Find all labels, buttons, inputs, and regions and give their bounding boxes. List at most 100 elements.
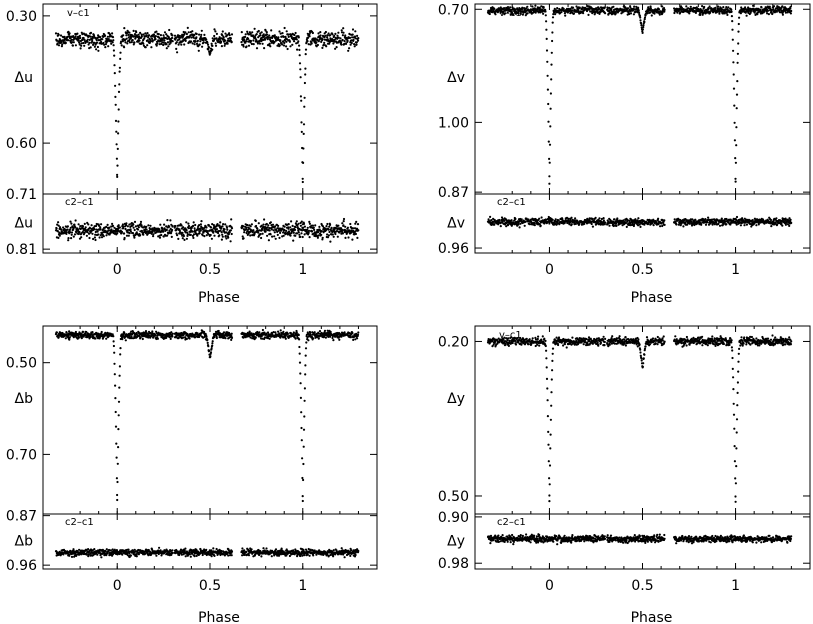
data-point bbox=[55, 227, 58, 230]
data-point bbox=[203, 330, 206, 334]
data-point bbox=[127, 234, 130, 237]
data-point bbox=[714, 6, 717, 9]
data-point bbox=[487, 218, 490, 221]
data-point bbox=[706, 221, 709, 224]
data-point bbox=[78, 43, 81, 46]
data-point bbox=[113, 373, 116, 376]
data-point bbox=[650, 14, 653, 17]
data-point bbox=[56, 230, 59, 233]
data-point bbox=[212, 231, 215, 234]
data-point bbox=[72, 41, 75, 44]
data-point bbox=[771, 12, 774, 15]
data-point bbox=[348, 36, 352, 40]
data-point bbox=[751, 219, 754, 222]
data-point bbox=[548, 161, 551, 164]
data-point bbox=[198, 33, 201, 36]
data-point bbox=[740, 6, 743, 9]
data-point bbox=[163, 223, 166, 226]
data-point bbox=[269, 233, 272, 236]
data-point bbox=[185, 221, 188, 224]
data-point bbox=[550, 78, 553, 81]
data-point bbox=[147, 34, 151, 37]
data-point bbox=[128, 31, 131, 34]
data-point bbox=[211, 37, 214, 40]
data-point bbox=[528, 223, 531, 226]
data-point bbox=[152, 235, 155, 238]
data-point bbox=[160, 42, 163, 46]
data-point bbox=[643, 223, 646, 226]
data-point bbox=[199, 35, 202, 39]
data-point bbox=[291, 224, 294, 227]
data-point bbox=[688, 12, 691, 15]
data-point bbox=[202, 231, 205, 234]
data-point bbox=[330, 226, 333, 229]
data-point bbox=[252, 39, 255, 42]
data-point bbox=[720, 217, 723, 220]
data-point bbox=[208, 53, 211, 56]
data-point bbox=[221, 30, 224, 33]
data-point bbox=[545, 49, 549, 52]
data-point bbox=[342, 27, 345, 30]
data-point bbox=[116, 498, 119, 502]
data-point bbox=[343, 40, 346, 43]
data-point bbox=[554, 13, 557, 16]
data-point bbox=[102, 41, 105, 45]
data-point bbox=[334, 232, 337, 236]
data-point bbox=[503, 223, 507, 226]
data-point bbox=[213, 28, 216, 31]
data-point bbox=[735, 144, 738, 147]
data-point bbox=[211, 344, 214, 347]
data-point bbox=[116, 147, 119, 150]
data-point bbox=[112, 44, 115, 47]
data-point bbox=[125, 234, 129, 237]
data-point bbox=[116, 232, 119, 235]
data-point bbox=[218, 224, 221, 227]
data-point bbox=[160, 233, 163, 237]
data-point bbox=[125, 34, 128, 37]
data-point bbox=[494, 13, 497, 16]
data-point bbox=[351, 36, 354, 39]
data-point bbox=[139, 220, 143, 223]
data-point bbox=[189, 233, 192, 236]
data-point bbox=[684, 221, 687, 224]
data-point bbox=[273, 231, 276, 234]
data-point bbox=[129, 228, 132, 231]
data-point bbox=[292, 239, 295, 242]
data-point bbox=[674, 220, 677, 223]
data-point bbox=[248, 31, 251, 34]
data-point bbox=[210, 42, 213, 45]
data-point bbox=[206, 341, 209, 344]
data-point bbox=[770, 225, 773, 228]
data-point bbox=[291, 43, 294, 46]
data-point bbox=[57, 224, 60, 227]
panel-annotation: v–c1 bbox=[67, 8, 90, 19]
data-point bbox=[132, 226, 135, 229]
data-point bbox=[521, 13, 525, 16]
data-point bbox=[304, 354, 307, 357]
data-point bbox=[211, 48, 214, 51]
data-point bbox=[323, 41, 326, 45]
data-point bbox=[346, 39, 349, 43]
data-point bbox=[206, 43, 210, 46]
data-point bbox=[133, 228, 136, 232]
data-point bbox=[175, 41, 178, 44]
data-point bbox=[224, 234, 227, 238]
data-point bbox=[179, 36, 182, 39]
data-point bbox=[311, 31, 314, 35]
data-point bbox=[312, 337, 315, 340]
data-point bbox=[326, 36, 329, 39]
data-point bbox=[253, 27, 256, 30]
data-point bbox=[169, 337, 172, 340]
data-point bbox=[171, 335, 174, 338]
data-point bbox=[57, 236, 60, 239]
data-point bbox=[149, 224, 152, 227]
data-point bbox=[158, 43, 161, 46]
data-point bbox=[104, 43, 107, 46]
data-point bbox=[69, 231, 72, 234]
data-point bbox=[86, 40, 89, 43]
data-point bbox=[207, 46, 210, 49]
data-point bbox=[251, 31, 254, 34]
data-point bbox=[107, 229, 110, 232]
data-point bbox=[112, 49, 115, 52]
data-point bbox=[353, 227, 357, 230]
